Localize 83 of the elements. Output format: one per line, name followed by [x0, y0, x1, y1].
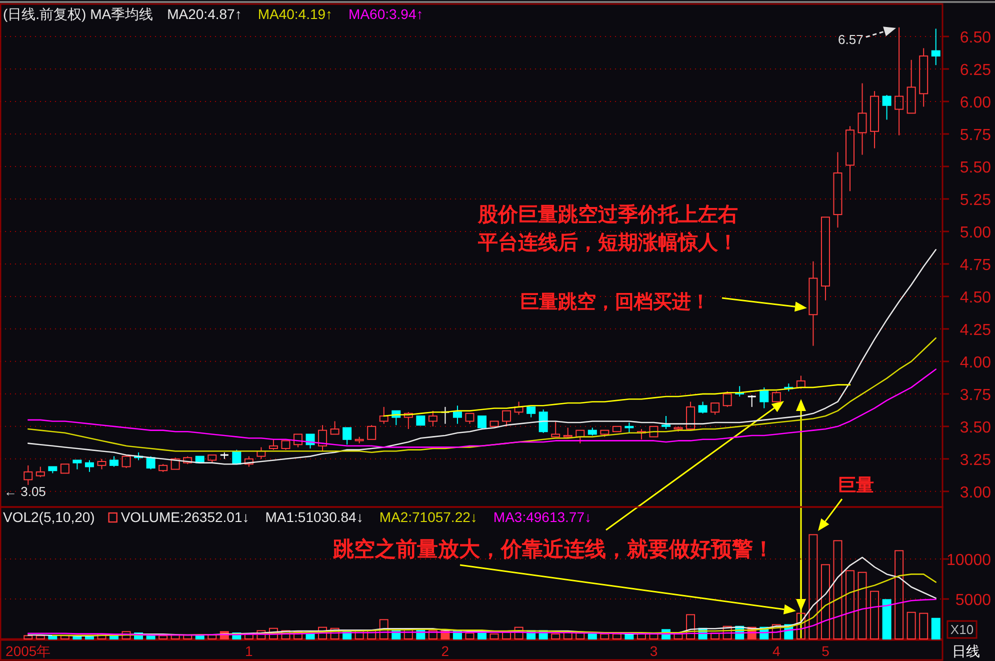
x-tick-label: 4	[772, 643, 780, 659]
bar	[84, 636, 94, 640]
bar	[906, 612, 916, 640]
annotation: 巨量跳空，回档买进！	[520, 291, 710, 313]
y-tick-label: 3.75	[960, 386, 992, 404]
bar	[330, 628, 340, 640]
annotation: ← 3.05	[4, 484, 46, 499]
bar	[600, 633, 610, 640]
y-tick-label: 5000	[955, 592, 992, 609]
bar	[931, 618, 940, 640]
bar	[686, 614, 696, 640]
bar	[268, 628, 278, 640]
text: MA2:71057.22↓	[379, 509, 478, 525]
bar	[294, 631, 302, 640]
bar	[796, 612, 806, 640]
bar	[722, 626, 732, 640]
y-tick-label: 4.50	[960, 289, 992, 306]
bar	[24, 635, 33, 640]
y-tick-label: 5.75	[960, 126, 992, 144]
y-tick-label: 3.50	[960, 419, 992, 436]
chart-title: VOL2(5,10,20)	[3, 509, 95, 525]
bar	[318, 626, 328, 640]
chart-title: (日线.前复权) MA季均线	[3, 6, 154, 22]
bar	[882, 599, 892, 640]
y-tick-label: 5.00	[960, 224, 992, 242]
bar	[36, 635, 45, 640]
y-tick-label: 10000	[946, 552, 992, 569]
text: 日线	[952, 643, 980, 659]
bar	[514, 626, 524, 640]
bar	[122, 631, 131, 640]
bar	[833, 540, 842, 640]
y-tick-label: 4.75	[960, 256, 992, 274]
line-series	[27, 368, 937, 448]
text: MA40:4.19↑	[258, 6, 333, 22]
bar	[870, 590, 880, 640]
bar	[490, 633, 499, 640]
text: MA3:49613.77↓	[493, 509, 592, 525]
bar	[820, 564, 830, 640]
annotation: 平台连线后，短期涨幅惊人！	[477, 230, 738, 254]
bar	[428, 630, 438, 640]
y-tick-label: 6.50	[960, 29, 992, 46]
y-tick-label: 3.00	[960, 484, 992, 502]
bar	[772, 624, 781, 640]
bar	[72, 636, 82, 640]
bar	[146, 635, 156, 640]
x-tick-label: 5	[822, 643, 830, 659]
y-tick-label: 6.00	[960, 94, 992, 112]
bar	[281, 630, 290, 640]
line-series	[52, 574, 937, 636]
bar	[551, 633, 560, 640]
y-tick-label: 5.50	[960, 159, 992, 176]
text: MA20:4.87↑	[167, 6, 242, 22]
bar	[846, 570, 854, 640]
annotation: 跳空之前量放大，价靠近连线，就要做好预警！	[332, 536, 774, 561]
bar	[808, 534, 818, 640]
text: MA60:3.94↑	[348, 6, 424, 22]
bar	[612, 633, 622, 640]
bar	[588, 633, 597, 640]
bar	[379, 619, 388, 640]
bar	[894, 550, 904, 640]
y-tick-label: 4.00	[960, 354, 992, 372]
y-tick-label: 4.25	[960, 322, 992, 339]
text: MA1:51030.84↓	[265, 509, 364, 525]
x-tick-label: 3	[650, 643, 658, 659]
y-tick-label: 5.25	[960, 192, 992, 209]
y-tick-label: 3.25	[960, 452, 992, 469]
bar	[858, 572, 867, 640]
bar	[465, 632, 474, 640]
bar	[256, 630, 266, 640]
bar	[919, 612, 928, 640]
x-tick-label: 2	[441, 643, 450, 659]
bar	[195, 635, 204, 640]
x-tick-label: 1	[245, 643, 254, 659]
annotation: 股价巨量跳空过季价托上左右	[477, 202, 738, 226]
text: X10	[950, 622, 974, 637]
bar	[710, 632, 720, 640]
annotation: 巨量	[838, 475, 874, 496]
y-tick-label: 6.25	[960, 62, 992, 79]
x-tick-label: 2005年	[6, 643, 51, 659]
legend-label: VOLUME:26352.01↓	[120, 509, 250, 525]
bar	[158, 635, 168, 640]
annotation: 6.57	[838, 32, 864, 47]
bar	[306, 633, 315, 640]
